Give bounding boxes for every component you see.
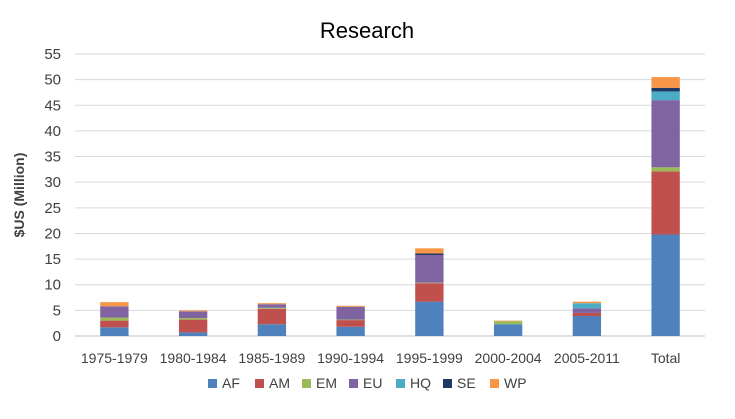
legend-label: WP <box>504 375 527 391</box>
y-tick-label: 20 <box>44 225 61 242</box>
bar-stack-2005-2011 <box>572 301 602 336</box>
y-tick-label: 35 <box>44 149 61 166</box>
y-tick-label: 55 <box>44 46 61 63</box>
bar-segment-eu-1980-1984 <box>178 311 208 319</box>
bar-segment-af-1985-1989 <box>257 324 287 336</box>
bar-segment-hq-2005-2011 <box>572 303 602 309</box>
legend-item-eu: EU <box>349 375 382 391</box>
bar-segment-af-1995-1999 <box>415 301 444 336</box>
bar-segment-wp-2000-2004 <box>493 320 523 322</box>
bar-stack-1990-1994 <box>336 305 365 336</box>
bar-segment-af-1975-1979 <box>100 327 129 336</box>
legend-label: EU <box>363 375 382 391</box>
x-tick-label: Total <box>651 350 681 366</box>
y-axis-label: $US (Million) <box>11 153 27 238</box>
bar-segment-eu-1990-1994 <box>336 306 365 320</box>
bar-segment-am-2005-2011 <box>572 312 602 317</box>
y-tick-label: 45 <box>44 97 61 114</box>
legend-item-se: SE <box>443 375 476 391</box>
x-tick-label: 1980-1984 <box>160 350 227 366</box>
legend-item-em: EM <box>302 375 337 391</box>
bar-segment-se-1995-1999 <box>415 253 444 255</box>
legend-swatch <box>255 379 264 388</box>
y-tick-label: 50 <box>44 72 61 89</box>
y-tick-label: 15 <box>44 251 61 268</box>
x-tick-label: 1975-1979 <box>81 350 148 366</box>
bar-segment-wp-1990-1994 <box>336 305 365 307</box>
bar-stack-1980-1984 <box>178 310 208 336</box>
legend: AF AM EM EU HQ SE WP <box>208 375 527 391</box>
legend-item-am: AM <box>255 375 290 391</box>
bar-segment-em-1985-1989 <box>257 307 287 309</box>
x-tick-label: 2005-2011 <box>554 350 620 366</box>
bar-segment-em-2000-2004 <box>493 321 523 325</box>
bar-segment-wp-1985-1989 <box>257 303 287 305</box>
bar-segment-am-1975-1979 <box>100 320 129 328</box>
legend-label: AM <box>269 375 290 391</box>
x-tick-label: 1995-1999 <box>396 350 463 366</box>
bar-segment-wp-2005-2011 <box>572 301 602 304</box>
bar-stack-1985-1989 <box>257 303 287 336</box>
bar-stack-1975-1979 <box>100 302 129 336</box>
legend-label: AF <box>222 375 240 391</box>
bar-segment-af-1990-1994 <box>336 326 365 336</box>
bar-segment-wp-1980-1984 <box>178 310 208 312</box>
legend-swatch <box>349 379 358 388</box>
bar-segment-af-2005-2011 <box>572 316 602 336</box>
y-tick-label: 0 <box>53 328 61 345</box>
legend-swatch <box>302 379 311 388</box>
y-tick-label: 40 <box>44 123 61 140</box>
bar-stack-1995-1999 <box>415 248 444 336</box>
bars <box>100 77 680 336</box>
x-tick-label: 2000-2004 <box>475 350 542 366</box>
y-tick-label: 30 <box>44 174 61 191</box>
bar-segment-em-Total <box>651 167 680 172</box>
bar-segment-em-1990-1994 <box>336 319 365 321</box>
bar-segment-eu-1995-1999 <box>415 254 444 283</box>
legend-swatch <box>490 379 499 388</box>
y-tick-label: 10 <box>44 277 61 294</box>
bar-segment-af-2000-2004 <box>493 324 523 336</box>
bar-segment-hq-Total <box>651 91 680 101</box>
legend-swatch <box>443 379 452 388</box>
bar-segment-wp-1975-1979 <box>100 302 129 307</box>
legend-item-wp: WP <box>490 375 527 391</box>
bar-segment-af-1980-1984 <box>178 332 208 336</box>
bar-segment-am-Total <box>651 171 680 235</box>
x-tick-labels: 1975-1979 1980-1984 1985-1989 1990-1994 1995… <box>81 350 681 366</box>
legend-label: HQ <box>410 375 431 391</box>
y-tick-label: 5 <box>53 302 61 319</box>
bar-stack-Total <box>651 77 680 336</box>
legend-label: SE <box>457 375 476 391</box>
gridlines <box>75 53 705 337</box>
chart-title: Research <box>320 18 414 43</box>
bar-segment-em-1975-1979 <box>100 317 129 321</box>
bar-segment-wp-Total <box>651 77 680 88</box>
bar-segment-am-1985-1989 <box>257 308 287 325</box>
legend-label: EM <box>316 375 337 391</box>
bar-segment-eu-1985-1989 <box>257 304 287 308</box>
bar-segment-eu-Total <box>651 100 680 168</box>
y-tick-labels: 0 5 10 15 20 25 30 35 40 45 50 55 <box>44 46 61 345</box>
bar-segment-em-1980-1984 <box>178 318 208 320</box>
x-tick-label: 1990-1994 <box>317 350 384 366</box>
x-tick-label: 1985-1989 <box>238 350 305 366</box>
y-tick-label: 25 <box>44 200 61 217</box>
bar-segment-wp-1995-1999 <box>415 248 444 254</box>
bar-stack-2000-2004 <box>493 320 523 336</box>
legend-item-af: AF <box>208 375 240 391</box>
bar-segment-eu-2005-2011 <box>572 308 602 313</box>
legend-swatch <box>396 379 405 388</box>
bar-segment-eu-1975-1979 <box>100 306 129 318</box>
bar-segment-am-1980-1984 <box>178 319 208 333</box>
bar-segment-se-Total <box>651 87 680 92</box>
bar-segment-am-1990-1994 <box>336 320 365 327</box>
legend-swatch <box>208 379 217 388</box>
bar-segment-af-Total <box>651 234 680 336</box>
bar-segment-em-1995-1999 <box>415 282 444 284</box>
bar-segment-am-1995-1999 <box>415 283 444 302</box>
legend-item-hq: HQ <box>396 375 431 391</box>
